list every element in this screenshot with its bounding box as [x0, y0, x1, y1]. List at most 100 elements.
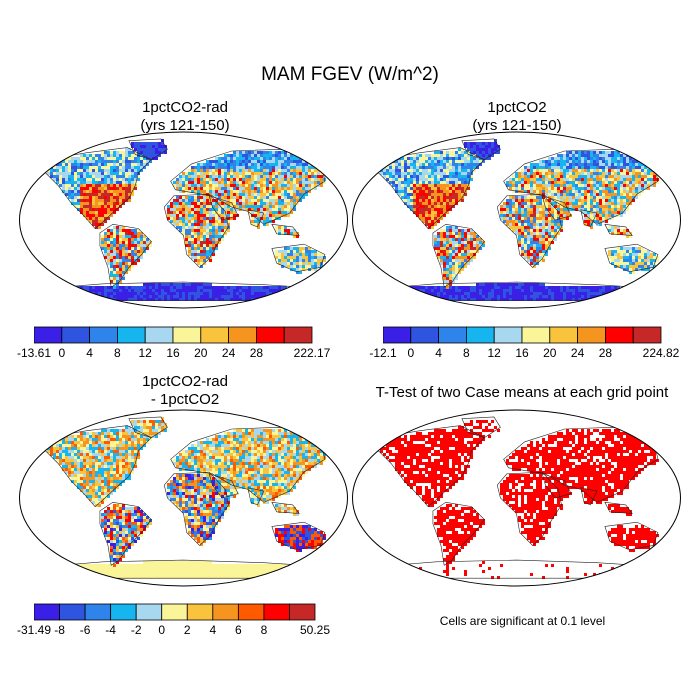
grid-cell [134, 253, 137, 256]
grid-cell [614, 184, 617, 187]
grid-cell [119, 256, 122, 259]
grid-cell [80, 181, 83, 184]
grid-cell [434, 217, 437, 220]
grid-cell [443, 181, 446, 184]
grid-cell [443, 214, 446, 217]
coastline-india [247, 209, 265, 228]
grid-cell [317, 262, 320, 265]
grid-cell [473, 238, 476, 241]
grid-cell [275, 202, 278, 205]
grid-cell [590, 160, 593, 163]
grid-cell [128, 295, 131, 298]
grid-cell [98, 211, 101, 214]
grid-cell [611, 199, 614, 202]
grid-cell [518, 244, 521, 247]
grid-cell [134, 157, 137, 160]
grid-cell [242, 151, 245, 154]
grid-cell [209, 187, 212, 190]
grid-cell [317, 295, 320, 298]
grid-cell [65, 292, 68, 295]
grid-cell [158, 289, 161, 292]
grid-cell [581, 172, 584, 175]
grid-cell [473, 292, 476, 295]
grid-cell [572, 292, 575, 295]
grid-cell [530, 262, 533, 265]
grid-cell [626, 160, 629, 163]
grid-cell [146, 163, 149, 166]
grid-cell [581, 169, 584, 172]
grid-cell [512, 220, 515, 223]
grid-cell [521, 178, 524, 181]
grid-cell [632, 175, 635, 178]
grid-cell [227, 223, 230, 226]
grid-cell [83, 166, 86, 169]
grid-cell [176, 214, 179, 217]
grid-cell [128, 232, 131, 235]
grid-cell [83, 196, 86, 199]
grid-cell [263, 205, 266, 208]
grid-cell [299, 262, 302, 265]
grid-cell [206, 238, 209, 241]
grid-cell [218, 238, 221, 241]
grid-cell [638, 259, 641, 262]
grid-cell [119, 247, 122, 250]
grid-cell [614, 205, 617, 208]
grid-cell [623, 262, 626, 265]
grid-cell [587, 190, 590, 193]
grid-cell [107, 196, 110, 199]
grid-cell [395, 184, 398, 187]
grid-cell [107, 247, 110, 250]
grid-cell [98, 163, 101, 166]
grid-cell [617, 265, 620, 268]
grid-cell [188, 283, 191, 286]
grid-cell [119, 268, 122, 271]
grid-cell [557, 163, 560, 166]
grid-cell [533, 226, 536, 229]
grid-cell [479, 241, 482, 244]
grid-cell [191, 238, 194, 241]
grid-cell [254, 193, 257, 196]
grid-cell [449, 244, 452, 247]
grid-cell [422, 295, 425, 298]
grid-cell [455, 271, 458, 274]
grid-cell [185, 241, 188, 244]
grid-cell [455, 226, 458, 229]
grid-cell [461, 256, 464, 259]
grid-cell [290, 232, 293, 235]
grid-cell [479, 142, 482, 145]
grid-cell [215, 298, 218, 301]
grid-cell [431, 169, 434, 172]
grid-cell [152, 283, 155, 286]
grid-cell [242, 205, 245, 208]
grid-cell [617, 160, 620, 163]
grid-cell [611, 217, 614, 220]
grid-cell [71, 292, 74, 295]
grid-cell [413, 292, 416, 295]
grid-cell [257, 217, 260, 220]
grid-cell [617, 187, 620, 190]
grid-cell [227, 196, 230, 199]
grid-cell [185, 208, 188, 211]
grid-cell [128, 244, 131, 247]
grid-cell [131, 187, 134, 190]
grid-cell [200, 181, 203, 184]
grid-cell [182, 172, 185, 175]
grid-cell [317, 289, 320, 292]
grid-cell [542, 235, 545, 238]
grid-cell [470, 247, 473, 250]
grid-cell [302, 163, 305, 166]
grid-cell [536, 205, 539, 208]
grid-cell [176, 205, 179, 208]
grid-cell [569, 205, 572, 208]
grid-cell [530, 169, 533, 172]
grid-cell [314, 172, 317, 175]
grid-cell [473, 169, 476, 172]
grid-cell [554, 190, 557, 193]
grid-cell [71, 172, 74, 175]
grid-cell [551, 232, 554, 235]
grid-cell [563, 286, 566, 289]
grid-cell [515, 214, 518, 217]
grid-cell [527, 295, 530, 298]
grid-cell [98, 175, 101, 178]
grid-cell [590, 178, 593, 181]
